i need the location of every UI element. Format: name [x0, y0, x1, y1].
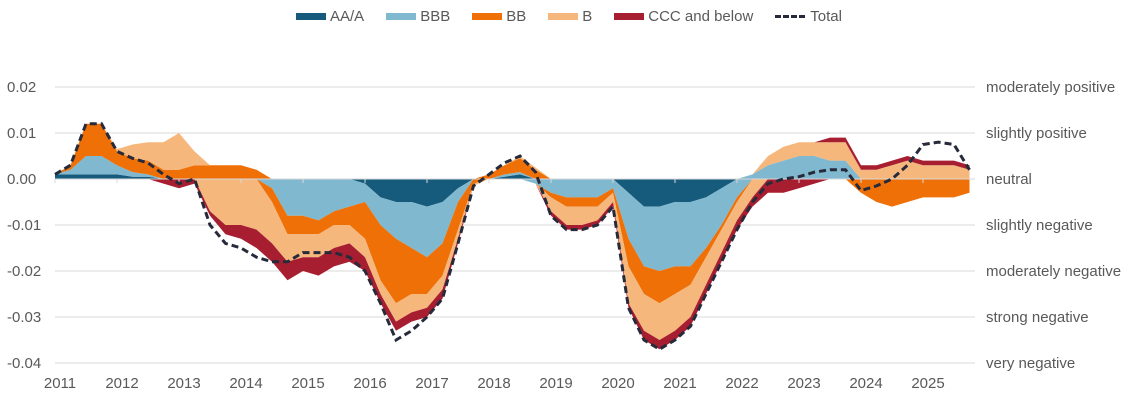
y2-tick-label: strong negative: [986, 309, 1089, 326]
legend-item-aa-a: AA/A: [296, 8, 364, 25]
y-axis-labels: 0.02 0.01 0.00 -0.01 -0.02 -0.03 -0.04: [7, 79, 41, 372]
gridlines: [55, 86, 975, 364]
y2-tick-label: slightly positive: [986, 125, 1087, 142]
y2-axis-labels: moderately positive slightly positive neut…: [986, 79, 1121, 372]
y-tick-label: 0.01: [7, 125, 36, 142]
legend-label: AA/A: [330, 8, 365, 25]
legend-swatch-bbb: [386, 13, 417, 20]
x-tick-label: 2014: [229, 375, 262, 392]
x-tick-label: 2020: [601, 375, 634, 392]
x-tick-label: 2015: [291, 375, 324, 392]
legend-swatch-b: [548, 13, 579, 20]
legend-item-total: Total: [775, 8, 842, 25]
area-bb-positive: [55, 123, 970, 179]
x-axis-labels: 2011 2012 2013 2014 2015 2016 2017 2018 2019 2020…: [44, 375, 945, 392]
legend-label: BB: [506, 8, 527, 25]
x-tick-label: 2022: [725, 375, 758, 392]
y2-tick-label: neutral: [986, 171, 1032, 188]
legend-label: B: [582, 8, 593, 25]
legend-swatch-aa-a: [296, 13, 326, 20]
y-tick-label: -0.02: [7, 263, 41, 280]
y-tick-label: -0.04: [7, 355, 41, 372]
legend-item-bbb: BBB: [386, 8, 450, 25]
y-tick-label: 0.02: [7, 79, 36, 96]
x-tick-label: 2012: [105, 375, 138, 392]
area-bbb-positive: [55, 156, 970, 179]
x-tick-label: 2025: [911, 375, 944, 392]
legend-item-bb: BB: [472, 8, 526, 25]
area-ccc-and-below-negative: [55, 179, 970, 350]
zero-line: [54, 178, 975, 183]
y2-tick-label: very negative: [986, 355, 1075, 372]
area-b-positive: [55, 123, 970, 179]
y2-tick-label: moderately positive: [986, 79, 1115, 96]
legend-swatch-ccc: [614, 13, 645, 20]
area-aa-a-positive: [55, 174, 970, 179]
x-tick-label: 2019: [539, 375, 572, 392]
x-tick-label: 2013: [167, 375, 200, 392]
legend-swatch-total: [775, 15, 806, 18]
total-line-group: [54, 122, 971, 351]
area-bbb-negative: [55, 179, 970, 271]
legend-item-ccc: CCC and below: [614, 8, 753, 25]
x-tick-label: 2023: [787, 375, 820, 392]
y2-tick-label: slightly negative: [986, 217, 1093, 234]
x-tick-label: 2024: [849, 375, 882, 392]
x-tick-label: 2018: [477, 375, 510, 392]
legend-label: CCC and below: [648, 8, 754, 25]
area-series: [55, 123, 970, 350]
y-tick-label: 0.00: [7, 171, 36, 188]
chart-legend: AA/A BBB BB B CCC and below Total: [296, 8, 864, 25]
legend-label: BBB: [420, 8, 451, 25]
legend-item-b: B: [548, 8, 592, 25]
x-tick-label: 2017: [415, 375, 448, 392]
legend-label: Total: [810, 8, 842, 25]
y-tick-label: -0.03: [7, 309, 41, 326]
x-tick-label: 2011: [44, 375, 76, 392]
area-bb-negative: [55, 179, 970, 304]
x-tick-label: 2016: [353, 375, 386, 392]
total-line: [54, 122, 971, 351]
area-b-negative: [55, 179, 970, 340]
y2-tick-label: moderately negative: [986, 263, 1121, 280]
y-tick-label: -0.01: [7, 217, 41, 234]
legend-swatch-bb: [472, 13, 503, 20]
x-tick-label: 2021: [663, 375, 696, 392]
